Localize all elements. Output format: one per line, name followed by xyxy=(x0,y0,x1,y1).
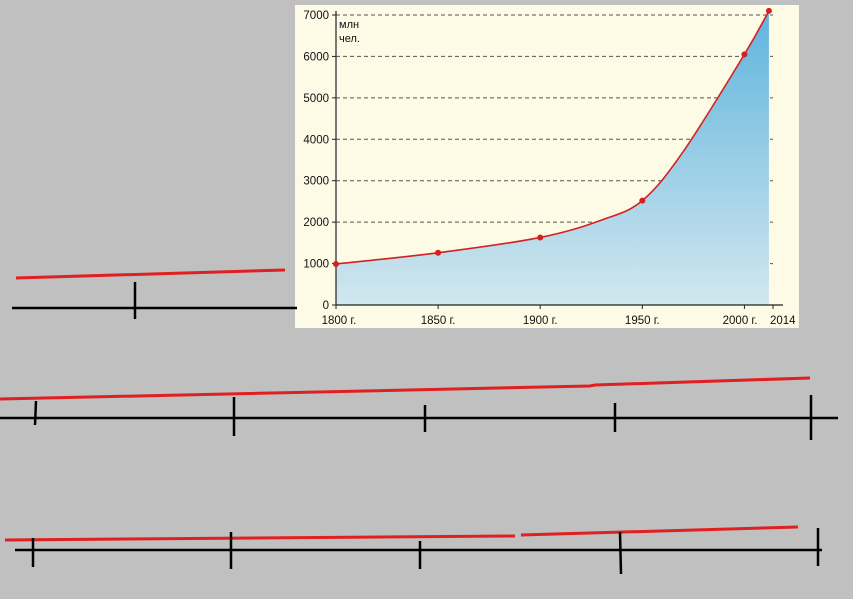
y-tick-label: 3000 xyxy=(303,176,329,188)
red-sketch-line xyxy=(0,376,811,401)
x-tick-label: 1850 г. xyxy=(421,315,456,327)
red-sketch-line xyxy=(15,268,286,280)
unit-label-2: чел. xyxy=(339,33,360,45)
x-tick-label: 1900 г. xyxy=(523,315,558,327)
population-area xyxy=(336,10,769,305)
red-sketch-line xyxy=(520,525,799,537)
y-tick-label: 5000 xyxy=(303,93,329,105)
data-point xyxy=(741,51,748,58)
x-tick-label: 2014 xyxy=(770,315,796,327)
number-line-tick xyxy=(618,531,623,575)
y-tick-label: 1000 xyxy=(303,259,329,271)
x-tick-label: 1950 г. xyxy=(625,315,660,327)
y-tick-label: 0 xyxy=(323,300,329,312)
y-tick-label: 7000 xyxy=(303,10,329,22)
data-point xyxy=(765,7,772,14)
number-line-tick xyxy=(33,400,38,426)
x-tick-label: 2000 г. xyxy=(723,315,758,327)
unit-label-1: млн xyxy=(339,19,359,31)
data-point xyxy=(537,234,544,241)
data-point xyxy=(333,260,339,267)
y-tick-label: 6000 xyxy=(303,51,329,63)
population-chart: 0 1000 2000 3000 4000 5000 6000 7000 1800 г. 1850… xyxy=(295,5,799,328)
x-tick-label: 1800 г. xyxy=(322,315,357,327)
y-tick-label: 4000 xyxy=(303,134,329,146)
chart-svg: 0 1000 2000 3000 4000 5000 6000 7000 1800 г. 1850… xyxy=(303,7,796,327)
data-point xyxy=(639,197,646,204)
data-point xyxy=(435,249,442,256)
red-sketch-line xyxy=(4,534,516,542)
y-tick-label: 2000 xyxy=(303,217,329,229)
